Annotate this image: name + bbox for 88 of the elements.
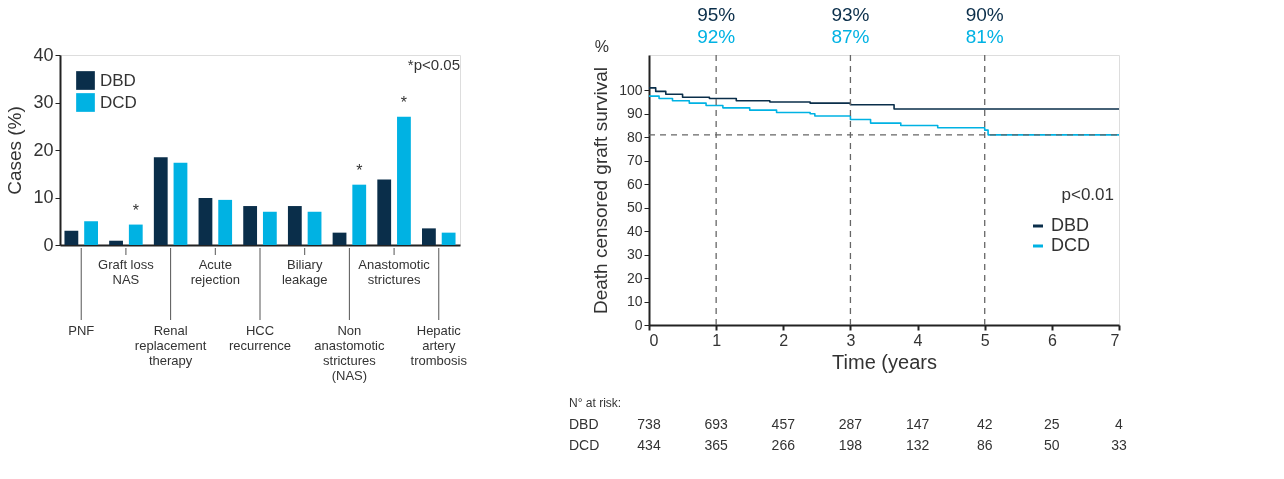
- annotation: p<0.01: [1061, 185, 1114, 205]
- text: 198: [838, 437, 863, 453]
- text: 266: [771, 437, 796, 453]
- bar: [441, 232, 456, 245]
- text: 90%: [965, 4, 1004, 25]
- text: 434: [637, 437, 661, 453]
- y-tick-label: 100: [619, 81, 643, 98]
- bar: [128, 224, 143, 245]
- y-tick-label: 60: [626, 175, 643, 192]
- y-tick-label: 50: [626, 199, 643, 216]
- bar: [397, 116, 411, 245]
- bar: [243, 206, 258, 245]
- y-tick-label: 70: [626, 152, 643, 169]
- annotation: *p<0.05: [407, 56, 460, 73]
- bar: [109, 240, 123, 245]
- x-tick-label: Graft loss NAS: [98, 257, 155, 287]
- text: DCD: [569, 437, 600, 453]
- bar: [377, 179, 392, 245]
- x-tick-label: Hepatic artery trombosis: [410, 323, 468, 368]
- bar: [173, 162, 188, 245]
- y-tick-label: 30: [626, 246, 643, 263]
- text: 25: [1044, 416, 1060, 432]
- text: 86: [976, 437, 993, 453]
- text: 87%: [831, 26, 870, 47]
- x-tick-label: 1: [712, 331, 722, 349]
- text: 50: [1044, 437, 1060, 453]
- bar: [198, 197, 213, 245]
- legend-label: DCD: [100, 92, 137, 112]
- text: 95%: [697, 4, 736, 25]
- y-tick-label: 80: [626, 128, 643, 145]
- bar: [64, 230, 79, 245]
- bar: [352, 184, 367, 245]
- text: 147: [905, 416, 930, 432]
- bar: [307, 211, 322, 245]
- x-tick-label: Biliary leakage: [281, 257, 328, 287]
- text: 93%: [831, 4, 870, 25]
- legend-label: DBD: [1051, 215, 1090, 235]
- y-tick-label: 0: [43, 234, 54, 255]
- y-tick-label: 10: [626, 293, 643, 310]
- bar: [422, 228, 436, 245]
- text: 365: [704, 437, 729, 453]
- x-tick-label: PNF: [68, 323, 95, 338]
- annotation: *: [132, 201, 139, 219]
- annotation: *: [400, 93, 408, 111]
- x-tick-label: Acute rejection: [190, 257, 240, 287]
- text: 42: [976, 416, 993, 432]
- x-tick-label: 6: [1047, 331, 1057, 349]
- text: 738: [637, 416, 661, 432]
- text: 33: [1111, 437, 1127, 453]
- x-tick-label: Renal replacement therapy: [134, 323, 207, 368]
- bar: [262, 211, 277, 245]
- y-tick-label: 40: [626, 222, 643, 239]
- x-tick-label: 3: [846, 331, 856, 349]
- y-tick-label: 40: [33, 44, 54, 65]
- text: %: [594, 38, 609, 55]
- bar: [332, 232, 347, 245]
- y-tick-label: 90: [626, 105, 643, 122]
- text: DBD: [569, 416, 599, 432]
- y-tick-label: 10: [33, 187, 54, 207]
- legend-label: DBD: [100, 70, 136, 90]
- y-tick-label: 30: [33, 92, 54, 112]
- y-tick-label: 20: [33, 139, 54, 160]
- text: 132: [905, 437, 930, 453]
- bar: [287, 206, 302, 245]
- x-tick-label: 2: [779, 331, 789, 349]
- text: 457: [771, 416, 796, 432]
- text: 4: [1115, 416, 1124, 432]
- text: 287: [838, 416, 863, 432]
- x-tick-label: 7: [1110, 331, 1120, 349]
- text: 92%: [697, 26, 736, 47]
- y-tick-label: 20: [626, 269, 643, 286]
- text: 693: [704, 416, 729, 432]
- y-axis-title: Death censored graft survival: [590, 66, 612, 315]
- bar: [84, 221, 98, 245]
- x-tick-label: Non anastomotic strictures (NAS): [314, 323, 385, 383]
- y-axis-title: Cases (%): [4, 106, 26, 195]
- x-tick-label: 5: [980, 331, 990, 349]
- x-tick-label: Anastomotic strictures: [358, 257, 431, 287]
- x-tick-label: HCC recurrence: [228, 323, 292, 353]
- text: 81%: [965, 26, 1004, 47]
- x-tick-label: 4: [913, 331, 923, 349]
- annotation: *: [356, 161, 363, 179]
- x-tick-label: 0: [649, 331, 659, 349]
- text: N° at risk:: [569, 396, 622, 410]
- bar: [218, 199, 233, 245]
- legend-label: DCD: [1051, 235, 1090, 255]
- bar: [153, 157, 168, 245]
- x-axis-title: Time (years: [832, 350, 937, 373]
